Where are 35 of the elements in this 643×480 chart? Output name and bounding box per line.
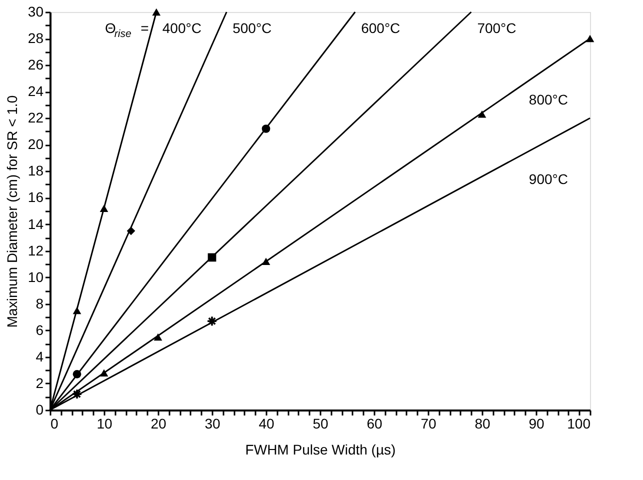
- series-label: 800°C: [528, 92, 568, 108]
- y-tick-label: 24: [28, 83, 44, 100]
- y-tick-label: 10: [28, 268, 44, 285]
- series-label: 500°C: [232, 20, 272, 36]
- y-tick-label: 4: [36, 348, 44, 364]
- y-tick-label: 22: [28, 110, 44, 126]
- y-tick-label: 16: [28, 189, 44, 206]
- series-label: 600°C: [361, 20, 400, 36]
- x-tick-label: 50: [312, 416, 328, 432]
- y-axis-title: Maximum Diameter (cm) for SR < 1.0: [4, 95, 20, 328]
- y-tick-label: 6: [36, 322, 44, 338]
- y-tick-label: 30: [28, 4, 44, 20]
- x-tick-label: 30: [204, 416, 220, 432]
- x-axis-title: FWHM Pulse Width (µs): [245, 442, 396, 458]
- y-tick-label: 28: [28, 30, 44, 46]
- x-tick-label: 60: [366, 416, 382, 432]
- x-tick-label: 10: [96, 416, 112, 432]
- x-tick-label: 20: [150, 416, 166, 432]
- y-tick-label: 8: [36, 295, 44, 312]
- y-tick-label: 2: [36, 374, 44, 391]
- y-tick-label: 18: [28, 162, 44, 179]
- y-tick-label: 26: [28, 56, 44, 73]
- series-label: 400°C: [162, 20, 202, 36]
- y-tick-label: 20: [28, 136, 44, 152]
- x-tick-label: 100: [567, 416, 591, 432]
- series-label: 900°C: [528, 171, 568, 188]
- y-tick-label: 0: [36, 402, 44, 418]
- x-tick-label: 90: [528, 416, 544, 432]
- y-tick-label: 14: [28, 216, 44, 232]
- x-tick-label: 0: [50, 416, 58, 432]
- series-label: 700°C: [477, 20, 516, 36]
- x-tick-label: 80: [474, 416, 490, 432]
- y-tick-label: 12: [28, 242, 44, 258]
- x-tick-label: 70: [420, 416, 436, 432]
- x-tick-label: 40: [258, 416, 274, 432]
